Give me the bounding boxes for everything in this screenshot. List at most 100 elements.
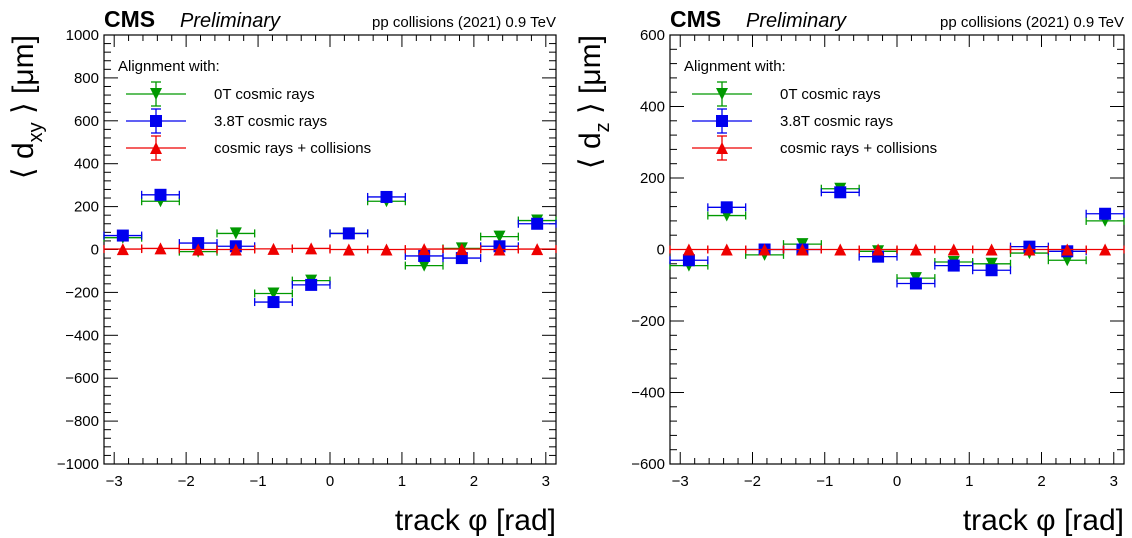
x-tick-label: 2 — [1037, 473, 1045, 490]
legend-entry: cosmic rays + collisions — [692, 135, 937, 161]
data-point — [229, 243, 242, 256]
y-axis-label-open: ⟨ d — [7, 142, 40, 179]
data-point — [267, 287, 280, 300]
legend-label: 3.8T cosmic rays — [780, 113, 893, 130]
data-point — [267, 242, 280, 255]
y-tick-label: 0 — [91, 242, 99, 259]
legend-marker — [716, 88, 728, 100]
chart-panel-2: −3 −2 −1 0 1 2 3 −600 −400 −200 0 200 400 600 CMS Preli… — [574, 6, 1125, 537]
data-point — [154, 188, 167, 201]
header-conditions: pp collisions (2021) 0.9 TeV — [940, 14, 1124, 31]
header-preliminary: Preliminary — [746, 10, 847, 32]
x-tick-label: −3 — [672, 473, 689, 490]
y-axis-label-text: ⟨ dxy ⟩ [μm] — [7, 35, 47, 179]
data-point — [985, 257, 998, 270]
legend-marker — [150, 142, 162, 154]
header-preliminary: Preliminary — [180, 10, 281, 32]
data-point — [531, 243, 544, 256]
x-tick-label: −2 — [178, 473, 195, 490]
legend-marker — [716, 115, 728, 127]
data-point — [720, 201, 733, 214]
data-point — [834, 243, 847, 256]
data-point — [342, 227, 355, 240]
legend-entry: 3.8T cosmic rays — [126, 108, 327, 134]
x-tick-label: 2 — [470, 473, 478, 490]
data-point — [834, 186, 847, 199]
x-tick-label: −1 — [816, 473, 833, 490]
y-tick-label: 800 — [74, 70, 99, 87]
series-triangle-down — [669, 182, 1125, 285]
x-tick-label: 1 — [398, 473, 406, 490]
data-point — [682, 243, 695, 256]
x-axis-label-symbol: φ — [468, 504, 487, 537]
y-axis-label-open: ⟨ d — [574, 132, 607, 169]
legend-label: cosmic rays + collisions — [780, 140, 937, 157]
x-tick-label: −2 — [744, 473, 761, 490]
data-point — [342, 243, 355, 256]
legend-entry: 0T cosmic rays — [126, 81, 315, 107]
data-point — [1023, 243, 1036, 256]
data-point — [116, 229, 129, 242]
x-tick-label: 1 — [965, 473, 973, 490]
legend-entry: cosmic rays + collisions — [126, 135, 371, 161]
legend-marker — [150, 115, 162, 127]
y-tick-label: −600 — [631, 456, 665, 473]
legend: Alignment with: 0T cosmic rays 3.8T cosmic… — [118, 58, 371, 161]
legend-label: 0T cosmic rays — [214, 86, 315, 103]
y-axis-label: ⟨ dz ⟩ [μm] — [574, 35, 614, 169]
plot-header: CMS Preliminary pp collisions (2021) 0.9 T… — [104, 6, 556, 32]
legend-marker — [716, 142, 728, 154]
data-point — [1099, 243, 1112, 256]
y-axis-label-sub: z — [592, 122, 614, 132]
data-point — [493, 243, 506, 256]
plot-header: CMS Preliminary pp collisions (2021) 0.9 T… — [670, 6, 1124, 32]
x-tick-label: 3 — [1110, 473, 1118, 490]
data-point — [192, 237, 205, 250]
y-tick-label: 600 — [640, 27, 665, 44]
data-point — [305, 278, 318, 291]
y-tick-label: −200 — [65, 284, 99, 301]
data-point — [192, 243, 205, 256]
y-tick-label: 0 — [657, 242, 665, 259]
data-point — [796, 243, 809, 256]
data-point — [493, 230, 506, 243]
header-conditions: pp collisions (2021) 0.9 TeV — [372, 14, 556, 31]
legend-label: cosmic rays + collisions — [214, 140, 371, 157]
y-axis-label: ⟨ dxy ⟩ [μm] — [7, 35, 47, 179]
data-point — [116, 243, 129, 256]
chart-panel-1: −3 −2 −1 0 1 2 3 −1000 −800 −600 −400 −200 0 200 400 60… — [7, 6, 557, 537]
data-point — [682, 254, 695, 267]
header-cms: CMS — [104, 6, 155, 32]
data-point — [1099, 207, 1112, 220]
data-point — [305, 242, 318, 255]
y-tick-label: −400 — [631, 385, 665, 402]
data-point — [985, 264, 998, 277]
data-point — [909, 243, 922, 256]
x-tick-label: −1 — [250, 473, 267, 490]
y-tick-label: 400 — [74, 156, 99, 173]
legend-title: Alignment with: — [118, 58, 220, 75]
x-axis-label: track φ [rad] — [395, 504, 556, 537]
data-point — [872, 243, 885, 256]
y-tick-label: 1000 — [66, 27, 99, 44]
data-point — [455, 252, 468, 265]
legend-entry: 3.8T cosmic rays — [692, 108, 893, 134]
data-point — [985, 243, 998, 256]
y-axis-label-close: ⟩ [μm] — [7, 35, 40, 122]
legend-entry: 0T cosmic rays — [692, 81, 881, 107]
y-tick-label: −200 — [631, 313, 665, 330]
x-axis-label-main: track — [395, 504, 468, 537]
x-axis-label-main: track — [963, 504, 1036, 537]
data-point — [1061, 243, 1074, 256]
data-point — [418, 243, 431, 256]
x-axis-label: track φ [rad] — [963, 504, 1124, 537]
data-point — [909, 277, 922, 290]
legend: Alignment with: 0T cosmic rays 3.8T cosmic… — [684, 58, 937, 161]
data-point — [380, 190, 393, 203]
legend-label: 3.8T cosmic rays — [214, 113, 327, 130]
data-point — [418, 259, 431, 272]
data-point — [531, 217, 544, 230]
series-triangle-up — [103, 242, 557, 256]
y-tick-label: 600 — [74, 113, 99, 130]
x-axis-label-unit: [rad] — [1056, 504, 1124, 537]
